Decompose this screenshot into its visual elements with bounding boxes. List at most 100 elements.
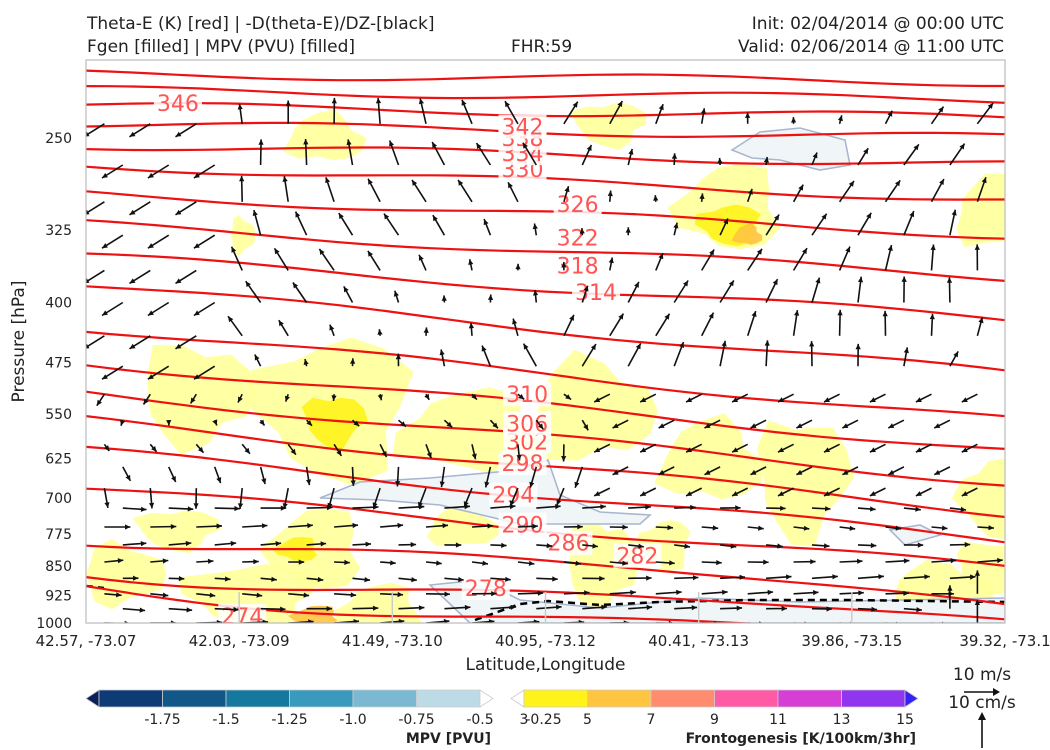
wind-vector-head [446, 421, 453, 428]
wind-vector-head [353, 420, 360, 427]
wind-vector-head [410, 542, 417, 548]
theta-e-label: 278 [465, 577, 507, 602]
wind-vector-head [254, 354, 260, 361]
wind-vector-head [468, 322, 474, 329]
mpv-colorbar-tick: -1.75 [144, 712, 180, 728]
wind-vector-head [147, 172, 154, 178]
wind-vector-head [750, 469, 757, 475]
chart-title-line1: Theta-E (K) [red] | -D(theta-E)/DZ-[blac… [87, 14, 435, 34]
wind-vector-head [261, 523, 268, 529]
wind-vector-head [901, 276, 907, 282]
y-tick-label: 250 [45, 131, 72, 147]
wind-vector-head [569, 314, 574, 321]
wind-vector-head [798, 184, 804, 191]
wind-vector-head [290, 448, 296, 455]
wind-vector-head [951, 209, 957, 216]
theta-e-label-bg [553, 225, 602, 250]
wind-vector-head [102, 243, 108, 249]
wind-vector-head [673, 222, 679, 229]
fgen-colorbar-segment [714, 689, 779, 708]
wind-vector-head [377, 329, 383, 335]
wind-vector-head [537, 590, 544, 596]
wind-vector-head [871, 606, 877, 612]
wind-vector-head [492, 422, 498, 429]
wind-vector-head [372, 605, 379, 611]
wind-vector-head [538, 423, 544, 430]
wind-vector-head [375, 97, 382, 104]
wind-vector-head [464, 504, 470, 510]
wind-vector-head [857, 558, 863, 564]
wind-vector-head [938, 106, 944, 113]
mpv-colorbar-tick: -1.0 [339, 712, 366, 728]
wind-vector-head [96, 399, 102, 406]
wind-vector-head [175, 131, 182, 137]
wind-vector-head [424, 393, 430, 400]
wind-vector-head [658, 423, 665, 428]
y-tick-label: 325 [45, 223, 72, 239]
fgen-area-strong [301, 397, 368, 450]
wind-vector-head [878, 574, 884, 580]
wind-vector-head [780, 505, 786, 511]
wind-vector-head [515, 263, 521, 270]
wind-vector-head [640, 447, 647, 453]
wind-vector-head [193, 310, 200, 316]
wind-vector-head [941, 525, 948, 531]
wind-vector-head [234, 505, 240, 512]
wind-vector-head [623, 620, 630, 623]
wind-vector-head [432, 215, 438, 222]
wind-vector-head [468, 259, 474, 265]
wind-vector-head [577, 524, 583, 530]
wind-vector-head [368, 178, 373, 185]
wind-vector-head [583, 424, 589, 431]
theta-e-label-bg [461, 576, 510, 601]
wind-vector-head [997, 557, 1003, 564]
wind-vector-head [86, 209, 90, 215]
wind-vector-head [981, 177, 987, 184]
theta-e-label-bg [503, 382, 552, 407]
wind-vector-head [888, 469, 895, 475]
wind-vector-head [397, 522, 403, 529]
wind-vector-head [253, 559, 259, 565]
wind-vector-head [423, 327, 429, 333]
wind-vector-head [444, 591, 450, 597]
wind-vector-head [522, 142, 528, 149]
theta-e-contour [86, 69, 1005, 88]
wind-vector-head [586, 145, 592, 151]
wind-vector-head [646, 604, 653, 610]
wind-vector-head [436, 560, 442, 566]
wind-vector-head [870, 506, 876, 512]
x-tick-label: 39.32, -73.1 [959, 632, 1050, 650]
wind-vector-head [863, 148, 869, 155]
wind-vector-head [747, 188, 753, 195]
wind-vector-head [284, 395, 290, 402]
wind-vector-head [471, 393, 477, 400]
mpv-colorbar-segment [225, 689, 290, 708]
wind-vector-head [280, 606, 286, 612]
wind-vector-head [791, 117, 797, 123]
wind-vector-head [395, 481, 401, 487]
wind-vector-head [813, 590, 819, 596]
wind-vector-head [377, 394, 383, 401]
wind-vector-head [915, 397, 922, 402]
fgen-colorbar-segment [777, 689, 842, 708]
mpv-colorbar-tick: -1.5 [212, 712, 239, 728]
theta-e-label: 314 [575, 281, 617, 306]
wind-vector-head [117, 558, 124, 564]
wind-vector-head [129, 278, 136, 284]
wind-vector-head [319, 249, 325, 255]
mpv-colorbar-tick: -0.5 [466, 712, 493, 728]
wind-vector-head [964, 542, 971, 548]
wind-vector-head [275, 541, 282, 547]
wind-vector-head [326, 606, 332, 612]
wind-vector-head [133, 575, 139, 581]
wind-vector-head [640, 397, 647, 402]
wind-vector-head [224, 576, 231, 582]
wind-vector-head [974, 599, 980, 605]
theta-e-label-bg [153, 90, 202, 115]
wind-vector-head [594, 397, 601, 402]
wind-vector-head [367, 250, 373, 257]
wind-vector-head [280, 505, 287, 511]
wind-vector-head [398, 618, 405, 623]
theta-e-contour [86, 445, 1005, 544]
theta-e-label: 294 [492, 484, 534, 509]
